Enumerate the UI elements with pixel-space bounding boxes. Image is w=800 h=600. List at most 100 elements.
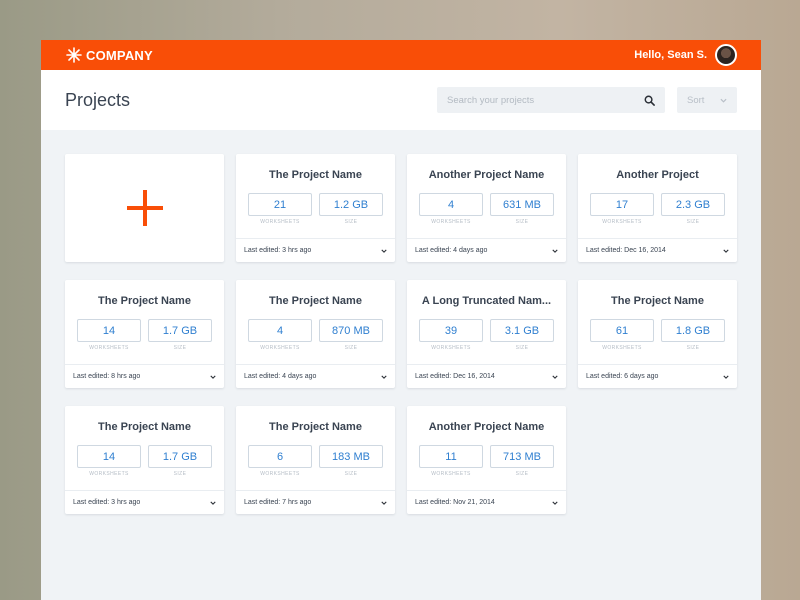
size-label: SIZE: [344, 471, 358, 477]
size-stat: 1.2 GB SIZE: [319, 193, 383, 225]
project-card[interactable]: The Project Name 14 WORKSHEETS 1.7 GB SI…: [65, 280, 224, 388]
project-card[interactable]: A Long Truncated Nam... 39 WORKSHEETS 3.…: [407, 280, 566, 388]
worksheets-label: WORKSHEETS: [260, 471, 300, 477]
size-stat: 631 MB SIZE: [490, 193, 554, 225]
chevron-down-icon[interactable]: [210, 500, 216, 505]
user-menu[interactable]: Hello, Sean S.: [634, 44, 737, 66]
worksheets-label: WORKSHEETS: [602, 345, 642, 351]
chevron-down-icon[interactable]: [723, 248, 729, 253]
worksheets-stat: 17 WORKSHEETS: [590, 193, 654, 225]
card-footer: Last edited: 8 hrs ago: [65, 364, 224, 388]
sort-dropdown[interactable]: Sort: [677, 87, 737, 113]
project-name[interactable]: Another Project Name: [428, 169, 545, 181]
worksheets-count: 4: [248, 319, 312, 342]
project-stats: 39 WORKSHEETS 3.1 GB SIZE: [407, 319, 566, 351]
card-footer: Last edited: 3 hrs ago: [65, 490, 224, 514]
worksheets-label: WORKSHEETS: [431, 345, 471, 351]
project-stats: 21 WORKSHEETS 1.2 GB SIZE: [236, 193, 395, 225]
project-name[interactable]: A Long Truncated Nam...: [421, 295, 552, 307]
size-value: 1.2 GB: [319, 193, 383, 216]
chevron-down-icon[interactable]: [723, 374, 729, 379]
last-edited: Last edited: 4 days ago: [415, 247, 488, 254]
project-card[interactable]: The Project Name 61 WORKSHEETS 1.8 GB SI…: [578, 280, 737, 388]
worksheets-stat: 61 WORKSHEETS: [590, 319, 654, 351]
project-card[interactable]: The Project Name 6 WORKSHEETS 183 MB SIZ…: [236, 406, 395, 514]
size-label: SIZE: [344, 219, 358, 225]
size-value: 183 MB: [319, 445, 383, 468]
project-stats: 17 WORKSHEETS 2.3 GB SIZE: [578, 193, 737, 225]
project-card[interactable]: Another Project 17 WORKSHEETS 2.3 GB SIZ…: [578, 154, 737, 262]
size-stat: 183 MB SIZE: [319, 445, 383, 477]
page-title: Projects: [65, 89, 131, 110]
worksheets-stat: 39 WORKSHEETS: [419, 319, 483, 351]
add-project-card[interactable]: [65, 154, 224, 262]
project-card[interactable]: Another Project Name 4 WORKSHEETS 631 MB…: [407, 154, 566, 262]
size-label: SIZE: [173, 345, 187, 351]
project-name[interactable]: The Project Name: [98, 295, 191, 307]
project-card[interactable]: The Project Name 4 WORKSHEETS 870 MB SIZ…: [236, 280, 395, 388]
chevron-down-icon[interactable]: [210, 374, 216, 379]
worksheets-count: 17: [590, 193, 654, 216]
last-edited: Last edited: 6 days ago: [586, 373, 659, 380]
size-label: SIZE: [173, 471, 187, 477]
size-stat: 713 MB SIZE: [490, 445, 554, 477]
project-name[interactable]: The Project Name: [269, 295, 362, 307]
worksheets-count: 14: [77, 319, 141, 342]
card-footer: Last edited: Dec 16, 2014: [578, 238, 737, 262]
worksheets-stat: 11 WORKSHEETS: [419, 445, 483, 477]
worksheets-stat: 4 WORKSHEETS: [248, 319, 312, 351]
worksheets-count: 21: [248, 193, 312, 216]
worksheets-count: 39: [419, 319, 483, 342]
project-name[interactable]: Another Project: [616, 169, 699, 181]
header-controls: Sort: [437, 87, 737, 113]
worksheets-label: WORKSHEETS: [260, 219, 300, 225]
search-icon[interactable]: [644, 95, 655, 106]
search-box[interactable]: [437, 87, 665, 113]
brand[interactable]: COMPANY: [66, 47, 153, 63]
project-name[interactable]: The Project Name: [269, 421, 362, 433]
chevron-down-icon[interactable]: [381, 374, 387, 379]
search-input[interactable]: [447, 94, 627, 106]
chevron-down-icon[interactable]: [381, 248, 387, 253]
chevron-down-icon[interactable]: [381, 500, 387, 505]
size-label: SIZE: [686, 345, 700, 351]
last-edited: Last edited: 3 hrs ago: [73, 499, 141, 506]
worksheets-label: WORKSHEETS: [89, 471, 129, 477]
last-edited: Last edited: 4 days ago: [244, 373, 317, 380]
card-footer: Last edited: 3 hrs ago: [236, 238, 395, 262]
size-value: 3.1 GB: [490, 319, 554, 342]
size-value: 713 MB: [490, 445, 554, 468]
project-name[interactable]: The Project Name: [611, 295, 704, 307]
size-stat: 1.8 GB SIZE: [661, 319, 725, 351]
size-value: 631 MB: [490, 193, 554, 216]
project-name[interactable]: The Project Name: [269, 169, 362, 181]
card-footer: Last edited: 6 days ago: [578, 364, 737, 388]
avatar[interactable]: [715, 44, 737, 66]
worksheets-label: WORKSHEETS: [431, 471, 471, 477]
project-name[interactable]: The Project Name: [98, 421, 191, 433]
project-card[interactable]: The Project Name 21 WORKSHEETS 1.2 GB SI…: [236, 154, 395, 262]
card-footer: Last edited: Nov 21, 2014: [407, 490, 566, 514]
card-footer: Last edited: 4 days ago: [407, 238, 566, 262]
last-edited: Last edited: 7 hrs ago: [244, 499, 312, 506]
project-card[interactable]: The Project Name 14 WORKSHEETS 1.7 GB SI…: [65, 406, 224, 514]
chevron-down-icon[interactable]: [552, 248, 558, 253]
worksheets-label: WORKSHEETS: [260, 345, 300, 351]
card-footer: Last edited: 4 days ago: [236, 364, 395, 388]
projects-grid: The Project Name 21 WORKSHEETS 1.2 GB SI…: [65, 154, 737, 514]
size-stat: 1.7 GB SIZE: [148, 445, 212, 477]
project-card[interactable]: Another Project Name 11 WORKSHEETS 713 M…: [407, 406, 566, 514]
chevron-down-icon[interactable]: [552, 500, 558, 505]
size-stat: 2.3 GB SIZE: [661, 193, 725, 225]
page-header: Projects Sort: [41, 70, 761, 130]
worksheets-label: WORKSHEETS: [89, 345, 129, 351]
size-label: SIZE: [686, 219, 700, 225]
worksheets-count: 6: [248, 445, 312, 468]
project-name[interactable]: Another Project Name: [428, 421, 545, 433]
card-footer: Last edited: Dec 16, 2014: [407, 364, 566, 388]
last-edited: Last edited: 3 hrs ago: [244, 247, 312, 254]
app-window: COMPANY Hello, Sean S. Projects Sort: [41, 40, 761, 600]
chevron-down-icon[interactable]: [552, 374, 558, 379]
size-value: 2.3 GB: [661, 193, 725, 216]
worksheets-stat: 4 WORKSHEETS: [419, 193, 483, 225]
